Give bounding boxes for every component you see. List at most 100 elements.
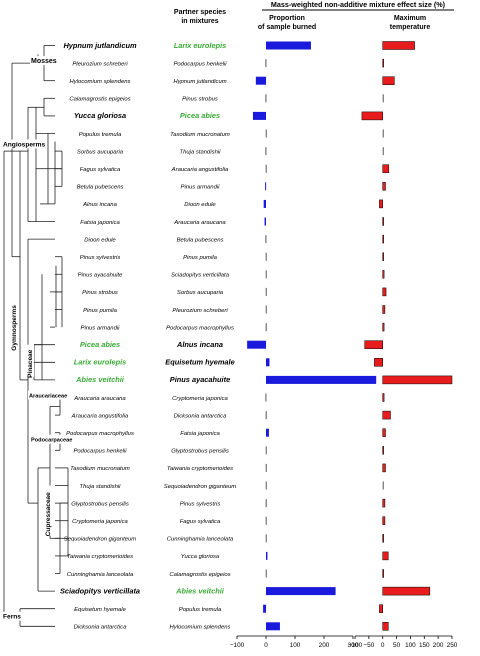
row: Populus tremula Taxodium mucronatum (79, 129, 384, 138)
axis-burned-tick-label: 100 (290, 642, 301, 649)
axis-temp-tick-label: 50 (393, 642, 401, 649)
partner-species-label: Glyptostrobus pensilis (171, 449, 229, 455)
partner-species-label: Sequoiadendron giganteum (164, 484, 236, 490)
bar-max-temperature (382, 481, 384, 490)
partner-species-label: Pleurozium schreberi (172, 308, 228, 314)
bar-max-temperature (382, 428, 386, 437)
row: Glyptostrobus pensilis Pinus sylvestris (71, 498, 386, 508)
row: Araucaria araucana Cryptomeria japonica (73, 393, 385, 402)
angio-label-bg (2, 139, 42, 149)
focal-species-label: Abies veitchii (75, 375, 125, 384)
bar-max-temperature (382, 375, 453, 385)
focal-species-label: Cunninghamia lanceolata (67, 572, 134, 578)
clade-label-ferns: Ferns (3, 614, 21, 621)
species-rows: Hypnum jutlandicum Larix eurolepis Pleuroz… (60, 41, 453, 631)
bar-max-temperature (382, 58, 384, 68)
axis-temp-tick-label: 200 (433, 642, 444, 649)
bar-proportion-burned (265, 164, 267, 173)
bar-proportion-burned (265, 481, 267, 490)
bar-max-temperature (382, 164, 390, 173)
row: Fatsia japonica Araucaria araucana (80, 217, 384, 226)
row: Abies veitchii Pinus ayacahuite (75, 375, 453, 385)
row: Larix eurolepis Equisetum hyemale (74, 358, 383, 367)
row: Equisetum hyemale Populus tremula (74, 604, 383, 613)
partner-species-label: Sciadopitys verticillata (171, 273, 230, 279)
focal-species-label: Dioon edule (84, 237, 116, 243)
bar-proportion-burned (265, 534, 267, 543)
partner-species-label: Araucaria araucana (173, 220, 226, 226)
bar-max-temperature (382, 322, 385, 332)
bar-max-temperature (382, 551, 389, 561)
bar-max-temperature (361, 111, 383, 121)
partner-species-label: Podocarpus henkelii (173, 61, 227, 67)
gymno-label-bg (9, 309, 18, 358)
focal-species-label: Populus tremula (79, 132, 122, 138)
row: Sequoiadendron giganteum Cunninghamia lan… (64, 534, 384, 543)
row: Picea abies Alnus incana (80, 340, 383, 349)
bar-proportion-burned (266, 375, 377, 384)
partner-species-label: Picea abies (180, 111, 220, 120)
row: Pinus pumila Pleurozium schreberi (83, 305, 386, 314)
bar-proportion-burned (265, 182, 267, 191)
row: Betula pubescens Pinus armandii (77, 182, 386, 191)
row: Sciadopitys verticillata Abies veitchii (60, 586, 431, 595)
bar-proportion-burned (265, 59, 267, 68)
focal-species-label: Sequoiadendron giganteum (64, 537, 136, 543)
row: Pinus ayacahuite Sciadopitys verticillata (78, 270, 385, 279)
bar-max-temperature (382, 498, 386, 508)
focal-species-label: Fagus sylvatica (80, 167, 121, 173)
partner-species-label: Pinus armandii (181, 185, 221, 191)
focal-species-label: Podocarpus macrophyllus (66, 431, 134, 437)
partner-species-label: Cunninghamia lanceolata (167, 537, 234, 543)
partner-species-label: Podocarpus macrophyllus (166, 325, 234, 331)
bar-proportion-burned (265, 463, 267, 472)
axis-burned-tick-label: 200 (319, 642, 330, 649)
clade-label-mosses: Mosses (31, 58, 57, 65)
focal-species-label: Cryptomeria japonica (72, 519, 128, 525)
bar-proportion-burned (265, 499, 267, 508)
bar-max-temperature (382, 393, 385, 402)
focal-species-label: Glyptostrobus pensilis (71, 501, 129, 507)
axis-temp-tick-label: 250 (447, 642, 458, 649)
row: Hylocomium splendens Hypnum jutlandicum (70, 76, 395, 85)
bar-max-temperature (382, 287, 387, 297)
partner-species-label: Larix eurolepis (174, 41, 227, 50)
focal-species-label: Araucaria araucana (73, 396, 126, 402)
focal-species-label: Pinus strobus (82, 290, 118, 296)
bar-proportion-burned (265, 446, 267, 455)
bar-max-temperature (364, 340, 383, 349)
partner-species-label: Calamagrostis epigeios (169, 572, 230, 578)
row: Yucca gloriosa Picea abies (74, 111, 383, 120)
focal-species-label: Fatsia japonica (80, 220, 120, 226)
focal-species-label: Pinus armandii (81, 325, 121, 331)
clade-label-angiosperms: Angiosperms (3, 142, 45, 149)
bar-proportion-burned (266, 428, 269, 437)
partner-species-label: Dicksonia antarctica (174, 413, 227, 419)
partner-species-label: Populus tremula (179, 607, 222, 613)
bar-proportion-burned (265, 516, 267, 525)
partner-species-label: Fatsia japonica (180, 431, 220, 437)
clade-label-cupressaceae: Cupressaceae (45, 492, 52, 536)
row: Thuja standishii Sequoiadendron giganteum (80, 481, 384, 490)
focal-species-label: Pinus ayacahuite (78, 273, 124, 279)
axis-temp-tick-label: −50 (363, 642, 374, 649)
partner-species-label: Abies veitchii (175, 586, 225, 595)
row: Dicksonia antarctica Hylocomium splendens (74, 622, 389, 631)
pinaceae-label-bg (25, 344, 34, 377)
partner-species-label: Alnus incana (176, 340, 223, 349)
axis-temp-tick-label: 0 (381, 642, 385, 649)
focal-species-label: Alnus incana (82, 202, 117, 208)
row: Pleurozium schreberi Podocarpus henkelii (72, 58, 384, 68)
bar-max-temperature (382, 217, 384, 226)
bar-max-temperature (382, 41, 415, 50)
partner-species-label: Fagus sylvatica (180, 519, 221, 525)
clade-label-gymnosperms: Gymnosperms (11, 305, 18, 351)
partner-species-label: Thuja standishii (180, 149, 222, 155)
clade-label-pinaceae: Pinaceae (27, 349, 34, 378)
bar-max-temperature (382, 147, 384, 156)
focal-species-label: Sorbus aucuparia (77, 149, 124, 155)
partner-species-label: Taiwania cryptomerioides (167, 466, 233, 472)
row: Taiwania cryptomerioides Yucca gloriosa (67, 551, 389, 561)
bar-proportion-burned (265, 147, 267, 156)
